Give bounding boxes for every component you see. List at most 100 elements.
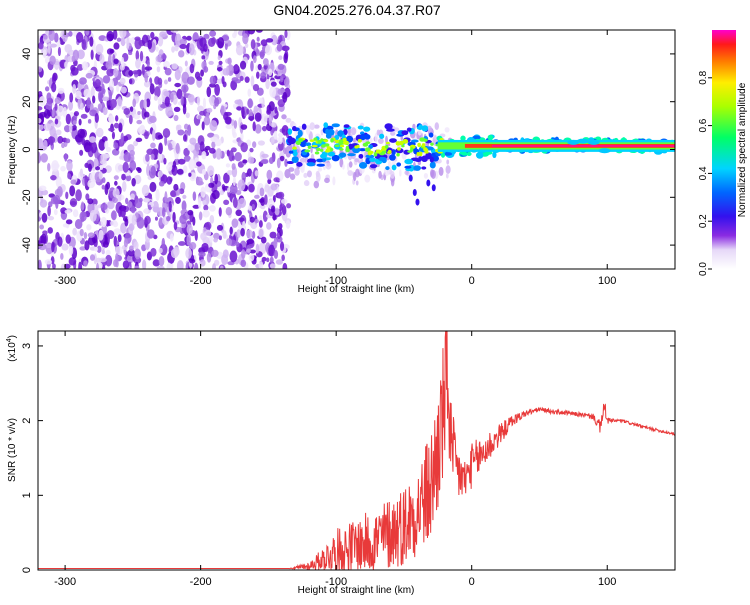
noise-blob <box>192 191 197 201</box>
noise-blob <box>150 165 156 176</box>
noise-blob <box>285 219 291 229</box>
noise-blob <box>184 60 188 67</box>
noise-blob <box>189 241 197 250</box>
signal-core-blob <box>314 151 320 155</box>
noise-blob <box>137 110 141 116</box>
noise-blob <box>69 92 74 103</box>
noise-blob <box>90 141 98 154</box>
noise-blob <box>38 138 44 150</box>
noise-blob <box>208 182 215 188</box>
noise-blob <box>95 127 104 138</box>
noise-blob <box>143 111 150 118</box>
noise-blob <box>64 61 68 69</box>
signal-core-blob <box>401 144 405 148</box>
noise-blob <box>263 64 268 70</box>
signal-blob <box>377 156 387 162</box>
signal-blob <box>410 157 420 162</box>
signal-core-blob <box>416 151 420 157</box>
signal-core-blob <box>334 144 340 148</box>
noise-blob <box>41 212 48 223</box>
noise-blob <box>282 262 288 269</box>
noise-blob <box>206 107 213 113</box>
noise-blob <box>139 50 144 62</box>
noise-blob <box>199 110 206 116</box>
noise-blob <box>81 61 89 71</box>
noise-blob <box>247 88 252 97</box>
noise-blob <box>235 241 240 248</box>
signal-scatter <box>430 169 436 180</box>
noise-blob <box>269 85 277 98</box>
noise-blob <box>240 227 245 237</box>
snr-xtick-label: 0 <box>469 576 475 588</box>
signal-scatter <box>364 174 371 183</box>
noise-blob <box>79 211 87 222</box>
noise-blob <box>277 191 285 199</box>
noise-blob <box>79 246 87 251</box>
signal-blob <box>365 154 375 159</box>
noise-blob <box>246 108 250 115</box>
noise-blob <box>133 113 141 120</box>
noise-blob <box>238 197 247 209</box>
noise-blob <box>208 96 216 104</box>
noise-blob <box>154 216 158 221</box>
noise-blob <box>49 55 56 66</box>
noise-blob <box>215 148 222 160</box>
noise-blob <box>250 39 256 50</box>
noise-blob <box>79 228 84 237</box>
snr-ytick-label: 0 <box>21 567 33 573</box>
noise-blob <box>125 197 129 205</box>
noise-blob <box>274 207 280 216</box>
noise-blob <box>183 134 187 142</box>
noise-blob <box>109 98 117 109</box>
noise-blob <box>268 157 274 165</box>
noise-blob <box>278 55 283 61</box>
noise-blob <box>87 119 92 124</box>
noise-blob <box>51 109 55 118</box>
noise-blob <box>173 221 178 231</box>
signal-blob <box>443 152 453 156</box>
signal-blob <box>389 138 397 143</box>
noise-blob <box>65 138 71 144</box>
signal-tail <box>408 174 413 182</box>
noise-blob <box>270 183 278 191</box>
noise-blob <box>255 243 260 254</box>
noise-blob <box>65 234 71 244</box>
noise-blob <box>135 137 143 143</box>
signal-scatter <box>350 127 357 136</box>
colorbar-gradient <box>712 30 736 269</box>
noise-blob <box>176 260 184 269</box>
noise-blob <box>232 131 237 139</box>
noise-blob <box>276 43 283 52</box>
signal-blob <box>440 152 446 158</box>
noise-blob <box>86 224 92 231</box>
noise-blob <box>80 113 88 119</box>
noise-blob <box>68 31 73 37</box>
noise-blob <box>277 63 285 70</box>
signal-blob <box>369 164 378 169</box>
noise-blob <box>183 155 191 162</box>
noise-blob <box>172 94 178 105</box>
signal-blob <box>339 152 347 158</box>
noise-blob <box>177 129 185 136</box>
signal-blob <box>327 129 335 136</box>
noise-blob <box>255 30 263 33</box>
noise-blob <box>179 214 187 225</box>
noise-blob <box>101 83 105 93</box>
colorbar-tick-label: 0.0 <box>698 262 709 276</box>
signal-scatter <box>325 162 332 170</box>
noise-blob <box>84 162 89 169</box>
noise-blob <box>87 232 95 238</box>
noise-blob <box>163 79 168 85</box>
noise-blob <box>61 243 69 251</box>
signal-core-blob <box>311 144 318 148</box>
noise-blob <box>192 216 196 226</box>
signal-scatter <box>303 172 308 179</box>
noise-blob <box>159 31 167 38</box>
noise-blob <box>111 210 117 221</box>
spectrogram-xtick-label: -200 <box>190 275 212 287</box>
noise-blob <box>88 163 92 172</box>
noise-blob <box>105 249 111 256</box>
noise-blob <box>94 112 99 123</box>
noise-blob <box>206 112 210 119</box>
noise-blob <box>89 109 98 117</box>
